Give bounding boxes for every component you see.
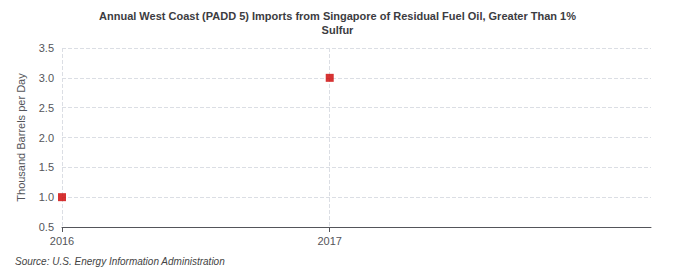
svg-text:2.0: 2.0 [39, 132, 54, 144]
svg-text:Thousand Barrels per Day: Thousand Barrels per Day [15, 73, 27, 202]
svg-text:Annual West Coast (PADD 5) Imp: Annual West Coast (PADD 5) Imports from … [99, 10, 576, 22]
svg-text:3.0: 3.0 [39, 72, 54, 84]
svg-text:1.0: 1.0 [39, 191, 54, 203]
svg-text:2.5: 2.5 [39, 102, 54, 114]
svg-text:3.5: 3.5 [39, 42, 54, 54]
svg-text:Source: U.S. Energy Informatio: Source: U.S. Energy Information Administ… [15, 256, 225, 267]
svg-text:2016: 2016 [50, 235, 74, 247]
svg-text:1.5: 1.5 [39, 161, 54, 173]
svg-text:Sulfur: Sulfur [322, 24, 354, 36]
svg-text:2017: 2017 [317, 235, 341, 247]
svg-text:0.5: 0.5 [39, 221, 54, 233]
